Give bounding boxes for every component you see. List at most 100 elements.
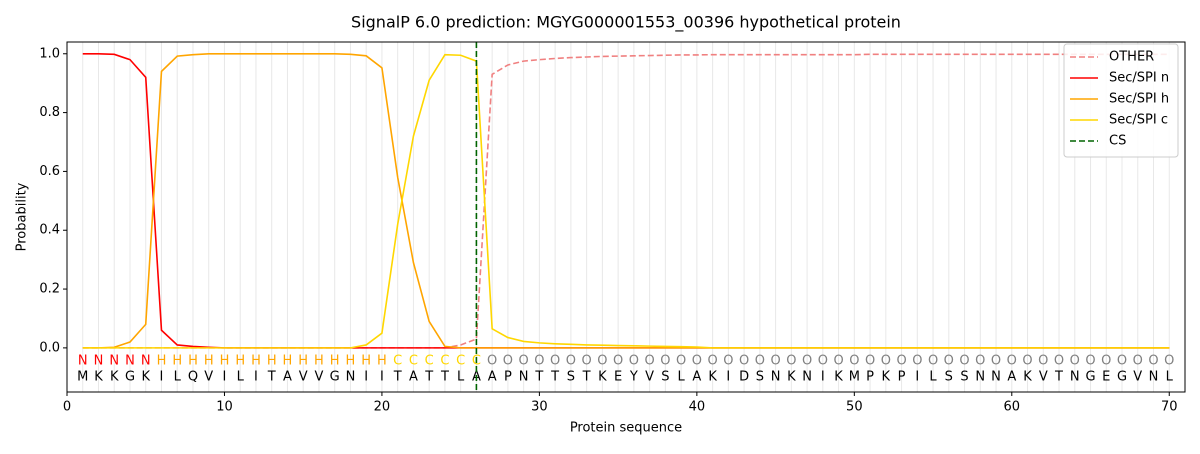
region-label: O: [959, 354, 969, 369]
residue: Q: [188, 370, 198, 385]
x-tick-label: 20: [374, 400, 391, 415]
region-label: H: [314, 354, 324, 369]
residue: D: [739, 370, 749, 385]
plot-frame: [66, 41, 1186, 393]
residue: G: [125, 370, 135, 385]
residue: L: [237, 370, 245, 385]
region-label: O: [975, 354, 985, 369]
region-label: H: [298, 354, 308, 369]
residue: T: [440, 370, 449, 385]
region-label: O: [550, 354, 560, 369]
region-label: O: [534, 354, 544, 369]
residue: P: [504, 370, 512, 385]
region-label: O: [896, 354, 906, 369]
region-label: O: [944, 354, 954, 369]
region-label: O: [707, 354, 717, 369]
region-label: O: [802, 354, 812, 369]
residue: I: [254, 370, 258, 385]
residue: A: [409, 370, 418, 385]
region-label: H: [330, 354, 340, 369]
residue: I: [223, 370, 227, 385]
residue: K: [94, 370, 103, 385]
region-label: O: [519, 354, 529, 369]
residue: A: [283, 370, 292, 385]
residue: N: [975, 370, 985, 385]
region-label: O: [1148, 354, 1158, 369]
y-tick-label: 0.6: [39, 164, 60, 179]
region-label: O: [723, 354, 733, 369]
residue: S: [567, 370, 575, 385]
residue: K: [141, 370, 150, 385]
residue: P: [898, 370, 906, 385]
residue: L: [677, 370, 685, 385]
residue: S: [661, 370, 669, 385]
region-label: C: [393, 354, 402, 369]
x-tick-label: 10: [216, 400, 233, 415]
legend-label: CS: [1109, 134, 1126, 149]
residue: N: [802, 370, 812, 385]
region-label: O: [818, 354, 828, 369]
residue: T: [534, 370, 543, 385]
region-label: H: [267, 354, 277, 369]
y-tick-label: 0.8: [39, 105, 60, 120]
region-label: O: [1164, 354, 1174, 369]
residue: A: [488, 370, 497, 385]
y-axis-label: Probability: [15, 182, 30, 251]
region-label: H: [361, 354, 371, 369]
region-label: O: [912, 354, 922, 369]
region-label: O: [849, 354, 859, 369]
residue: K: [598, 370, 607, 385]
chart-title: SignalP 6.0 prediction: MGYG000001553_00…: [351, 13, 901, 33]
region-label: O: [487, 354, 497, 369]
residue: T: [1054, 370, 1063, 385]
region-label: N: [94, 354, 104, 369]
region-label: H: [204, 354, 214, 369]
residue: V: [1133, 370, 1142, 385]
series-line: [82, 53, 1170, 349]
region-label: O: [928, 354, 938, 369]
residue: K: [110, 370, 119, 385]
region-label: H: [188, 354, 198, 369]
residue: I: [160, 370, 164, 385]
region-label: O: [755, 354, 765, 369]
residue: E: [1102, 370, 1110, 385]
residue: L: [929, 370, 937, 385]
y-tick-label: 0.0: [39, 340, 60, 355]
residue: V: [314, 370, 323, 385]
region-label: O: [865, 354, 875, 369]
region-label: N: [125, 354, 135, 369]
residue: V: [1039, 370, 1048, 385]
legend-label: OTHER: [1109, 50, 1154, 65]
x-tick-label: 0: [63, 400, 71, 415]
residue: L: [174, 370, 182, 385]
residue: Y: [629, 370, 638, 385]
region-label: C: [425, 354, 434, 369]
x-tick-label: 60: [1004, 400, 1021, 415]
region-label: O: [991, 354, 1001, 369]
region-label: O: [503, 354, 513, 369]
region-label: N: [109, 354, 119, 369]
y-tick-label: 0.2: [39, 282, 60, 297]
residue: G: [1117, 370, 1127, 385]
residue: V: [299, 370, 308, 385]
region-label: O: [613, 354, 623, 369]
residue: A: [1007, 370, 1016, 385]
residue: N: [991, 370, 1001, 385]
residue: K: [882, 370, 891, 385]
residue: T: [550, 370, 559, 385]
region-label: H: [283, 354, 293, 369]
region-label: O: [566, 354, 576, 369]
legend-label: Sec/SPI h: [1109, 92, 1169, 107]
region-label: O: [833, 354, 843, 369]
region-label: O: [1117, 354, 1127, 369]
x-tick-label: 70: [1161, 400, 1178, 415]
residue: K: [787, 370, 796, 385]
residue: M: [77, 370, 88, 385]
region-label: O: [1101, 354, 1111, 369]
residue: V: [645, 370, 654, 385]
region-label: C: [440, 354, 449, 369]
region-label: H: [235, 354, 245, 369]
region-label: O: [692, 354, 702, 369]
region-label: H: [346, 354, 356, 369]
residue: S: [960, 370, 968, 385]
